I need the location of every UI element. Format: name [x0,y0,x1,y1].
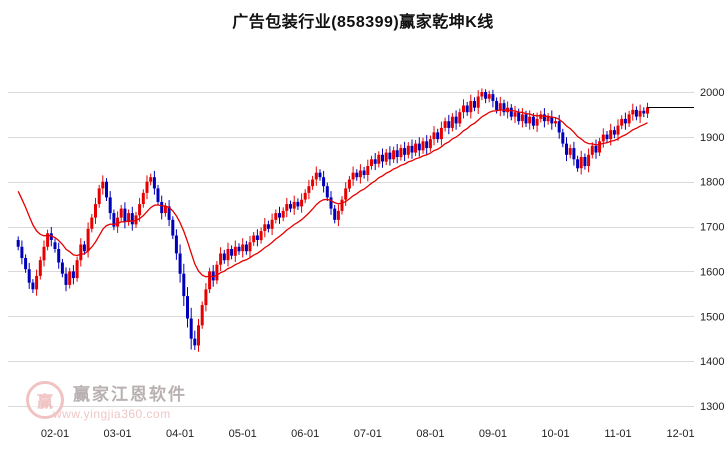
x-tick-label: 02-01 [41,428,69,440]
watermark-logo-glyph: 赢 [36,394,53,411]
x-tick-label: 06-01 [291,428,319,440]
grid-lines [8,92,694,407]
y-tick-label: 1700 [700,222,724,234]
watermark-logo-icon: 赢 [26,381,64,419]
page-title: 广告包装行业(858399)赢家乾坤K线 [232,14,494,31]
x-tick-label: 04-01 [166,428,194,440]
x-tick-label: 05-01 [229,428,257,440]
ma-line [17,109,648,278]
y-tick-label: 1300 [700,401,724,413]
watermark-brand: 赢家江恩软件 [73,385,187,404]
x-tick-label: 10-01 [541,428,569,440]
watermark: 赢 赢家江恩软件 www.yingjia360.com [26,381,187,421]
x-tick-label: 08-01 [416,428,444,440]
x-axis-labels: 02-01 03-01 04-01 05-01 06-01 07-01 08-01 09-01… [41,428,695,440]
y-tick-label: 1800 [700,177,724,189]
candles [16,88,649,352]
watermark-url: www.yingjia360.com [53,407,171,421]
y-tick-label: 1900 [700,132,724,144]
x-tick-label: 11-01 [604,428,631,440]
y-tick-label: 1500 [700,311,724,323]
y-tick-label: 1400 [700,356,724,368]
watermark-texts: 赢家江恩软件 www.yingjia360.com [53,381,187,421]
y-tick-label: 2000 [700,87,724,99]
y-axis-labels: 2000 1900 1800 1700 1600 1500 1400 1300 [700,87,724,413]
y-tick-label: 1600 [700,266,724,278]
x-tick-label: 12-01 [667,428,695,440]
x-tick-label: 03-01 [104,428,132,440]
x-tick-label: 07-01 [354,428,382,440]
x-tick-label: 09-01 [479,428,507,440]
